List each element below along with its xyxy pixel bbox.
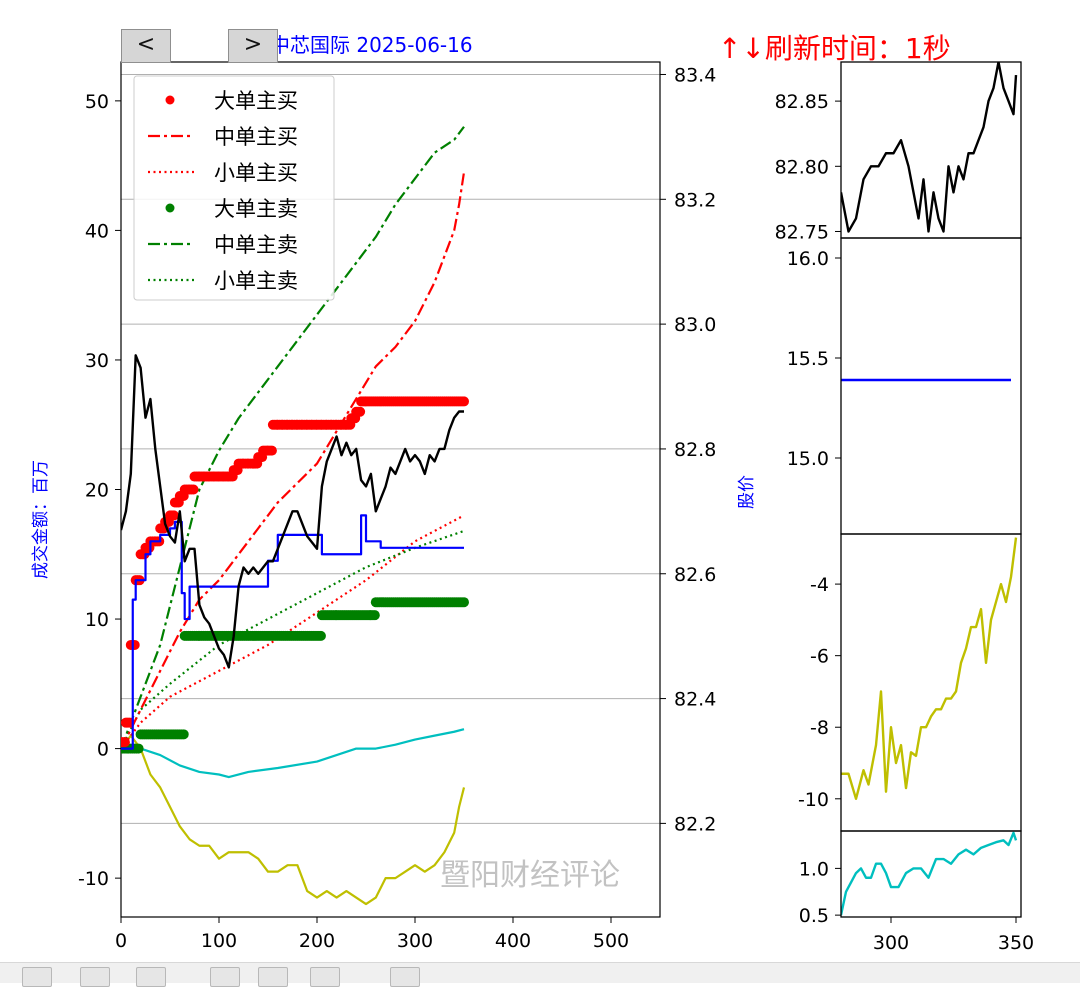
series-line-price xyxy=(121,354,464,669)
y-tick-label: 1.0 xyxy=(799,858,829,880)
panel-plot-area xyxy=(841,537,1018,800)
legend-label: 小单主买 xyxy=(214,161,298,185)
legend-marker xyxy=(165,95,175,105)
series-line-小单主卖 xyxy=(121,529,465,750)
point-大单主卖 xyxy=(178,729,189,740)
panel-frame xyxy=(840,533,1022,832)
x-tick-label: 300 xyxy=(873,932,909,954)
y-tick-label: -8 xyxy=(810,717,829,739)
y-axis-label: 成交金额：百万 xyxy=(31,460,51,579)
watermark: 暨阳财经评论 xyxy=(440,858,620,893)
point-大单主买 xyxy=(121,737,130,748)
panel-side_price: 82.75 82.80 82.85 xyxy=(775,61,1022,243)
home-button[interactable] xyxy=(22,967,52,987)
y2-tick-label: 83.4 xyxy=(674,64,716,86)
point-大单主卖 xyxy=(369,610,380,621)
y-tick-label: 82.75 xyxy=(775,221,829,243)
y-tick-label: 82.80 xyxy=(775,156,829,178)
y-tick-label: 10 xyxy=(85,609,109,631)
configure-button[interactable] xyxy=(310,967,340,987)
y2-tick-label: 82.4 xyxy=(674,689,716,711)
x-tick-label: 200 xyxy=(299,930,335,952)
y2-tick-label: 82.8 xyxy=(674,439,716,461)
window-titlebar xyxy=(0,0,1080,28)
panel-frame xyxy=(840,237,1022,535)
y-tick-label: -6 xyxy=(810,646,829,668)
y-tick-label: -10 xyxy=(78,868,109,890)
series-line-cyan xyxy=(121,728,465,779)
panel-plot-area xyxy=(841,831,1018,916)
series-大单主卖 xyxy=(121,597,469,754)
main-chart: 0 100 200 300 400 500 -10 0 10 20 30 40 50 82.2 82.4 82… xyxy=(31,61,757,952)
panel-frame xyxy=(840,830,1022,918)
save-button[interactable] xyxy=(390,967,420,987)
refresh-label: ↑↓刷新时间：1秒 xyxy=(718,32,951,65)
point-大单主买 xyxy=(459,396,469,407)
y-tick-label: 15.5 xyxy=(787,348,829,370)
y-tick-label: 40 xyxy=(85,220,109,242)
point-大单主买 xyxy=(129,639,140,650)
y-tick-label: 30 xyxy=(85,350,109,372)
point-大单主买 xyxy=(188,484,199,495)
series-line-blue xyxy=(121,514,464,750)
point-大单主卖 xyxy=(133,743,144,754)
main-plot-area xyxy=(121,126,469,906)
panel-side_cyan: 0.5 1.0 300 350 xyxy=(799,830,1034,954)
point-大单主卖 xyxy=(315,630,326,641)
y2-tick-label: 83.2 xyxy=(674,189,716,211)
legend-label: 大单主买 xyxy=(214,89,298,113)
x-tick-label: 0 xyxy=(115,930,127,952)
y-tick-label: -10 xyxy=(798,789,829,811)
y-tick-label: 82.85 xyxy=(775,91,829,113)
y-tick-label: 50 xyxy=(85,91,109,113)
side-charts: 82.75 82.80 82.85 15.0 15.5 16.0 -10 -8 -6 -4 0.5 1… xyxy=(775,61,1034,954)
series-line-olive_zoom xyxy=(841,537,1018,800)
x-tick-label: 350 xyxy=(998,932,1034,954)
y2-axis-label: 股价 xyxy=(737,475,757,509)
series-大单主买 xyxy=(121,396,469,748)
legend-label: 中单主卖 xyxy=(214,233,298,257)
y-tick-label: 15.0 xyxy=(787,448,829,470)
series-line-中单主买 xyxy=(121,171,466,750)
x-tick-label: 500 xyxy=(593,930,629,952)
forward-button[interactable] xyxy=(136,967,166,987)
y-tick-label: 0 xyxy=(97,739,109,761)
series-line-olive xyxy=(121,734,466,906)
panel-plot-area xyxy=(841,62,1018,233)
next-button[interactable]: > xyxy=(228,29,278,63)
figure-toolbar xyxy=(0,962,1080,987)
panel-side_olive: -10 -8 -6 -4 xyxy=(798,533,1022,832)
legend-label: 大单主卖 xyxy=(214,197,298,221)
chart-canvas: 中芯国际 2025-06-16 ↑↓刷新时间：1秒 0 100 200 300 400 5… xyxy=(31,32,1034,954)
legend-label: 中单主买 xyxy=(214,125,298,149)
y-tick-label: 16.0 xyxy=(787,248,829,270)
series-line-price_zoom xyxy=(841,62,1018,233)
y-tick-label: 0.5 xyxy=(799,905,829,927)
point-大单主买 xyxy=(266,445,277,456)
point-大单主买 xyxy=(355,406,366,417)
legend-box xyxy=(133,75,335,301)
panel-side_blue: 15.0 15.5 16.0 xyxy=(787,237,1022,535)
point-大单主卖 xyxy=(459,597,469,608)
series-line-中单主卖 xyxy=(121,126,465,749)
y2-tick-label: 82.6 xyxy=(674,564,716,586)
series-line-cyan_zoom xyxy=(841,831,1018,916)
prev-button[interactable]: < xyxy=(121,29,171,63)
y-tick-label: 20 xyxy=(85,480,109,502)
x-tick-label: 300 xyxy=(397,930,433,952)
stock-title: 中芯国际 2025-06-16 xyxy=(270,33,473,57)
y2-tick-label: 83.0 xyxy=(674,314,716,336)
legend-marker xyxy=(165,203,175,213)
y2-tick-label: 82.2 xyxy=(674,813,716,835)
x-tick-label: 400 xyxy=(495,930,531,952)
x-tick-label: 100 xyxy=(201,930,237,952)
y-tick-label: -4 xyxy=(810,574,829,596)
back-button[interactable] xyxy=(80,967,110,987)
zoom-button[interactable] xyxy=(258,967,288,987)
point-大单主买 xyxy=(168,510,179,521)
pan-button[interactable] xyxy=(210,967,240,987)
legend-label: 小单主卖 xyxy=(214,269,298,293)
